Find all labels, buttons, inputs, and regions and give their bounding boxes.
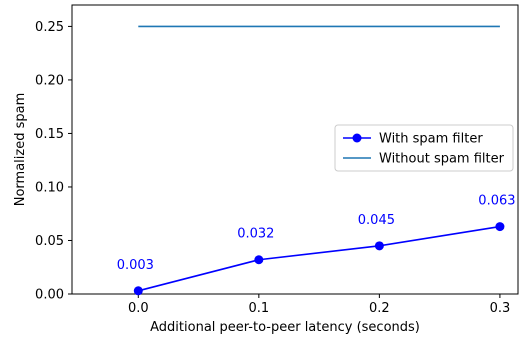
data-point — [254, 255, 264, 265]
legend-marker-with-spam-filter — [352, 133, 362, 143]
data-point — [374, 241, 384, 251]
series-layer: 0.003 0.032 0.045 0.063 — [117, 25, 516, 296]
axis-ticks: 0.00 0.05 0.10 0.15 0.20 0.25 0.0 0.1 0.2 0.3 — [35, 20, 510, 316]
data-label: 0.045 — [358, 213, 395, 228]
y-tick-label: 0.25 — [35, 20, 64, 35]
data-point — [495, 222, 505, 232]
x-axis-label: Additional peer-to-peer latency (seconds… — [150, 320, 420, 335]
y-axis-label: Normalized spam — [13, 93, 28, 207]
data-point — [133, 286, 143, 296]
x-tick-label: 0.1 — [248, 301, 269, 316]
y-tick-label: 0.15 — [35, 127, 64, 142]
data-label: 0.003 — [117, 258, 154, 273]
x-tick-label: 0.0 — [128, 301, 149, 316]
series-line-0 — [138, 225, 501, 292]
data-label: 0.063 — [478, 194, 515, 209]
y-tick-label: 0.10 — [35, 180, 64, 195]
plot-area — [71, 4, 519, 295]
x-tick-label: 0.2 — [369, 301, 390, 316]
x-tick-label: 0.3 — [490, 301, 511, 316]
legend-label-with-spam-filter: With spam filter — [379, 132, 483, 147]
legend-label-without-spam-filter: Without spam filter — [379, 152, 505, 167]
y-tick-label: 0.20 — [35, 73, 64, 88]
legend-box — [334, 124, 514, 172]
legend: With spam filter Without spam filter — [334, 124, 514, 172]
y-tick-label: 0.05 — [35, 234, 64, 249]
data-label: 0.032 — [237, 227, 274, 242]
y-tick-label: 0.00 — [35, 288, 64, 303]
